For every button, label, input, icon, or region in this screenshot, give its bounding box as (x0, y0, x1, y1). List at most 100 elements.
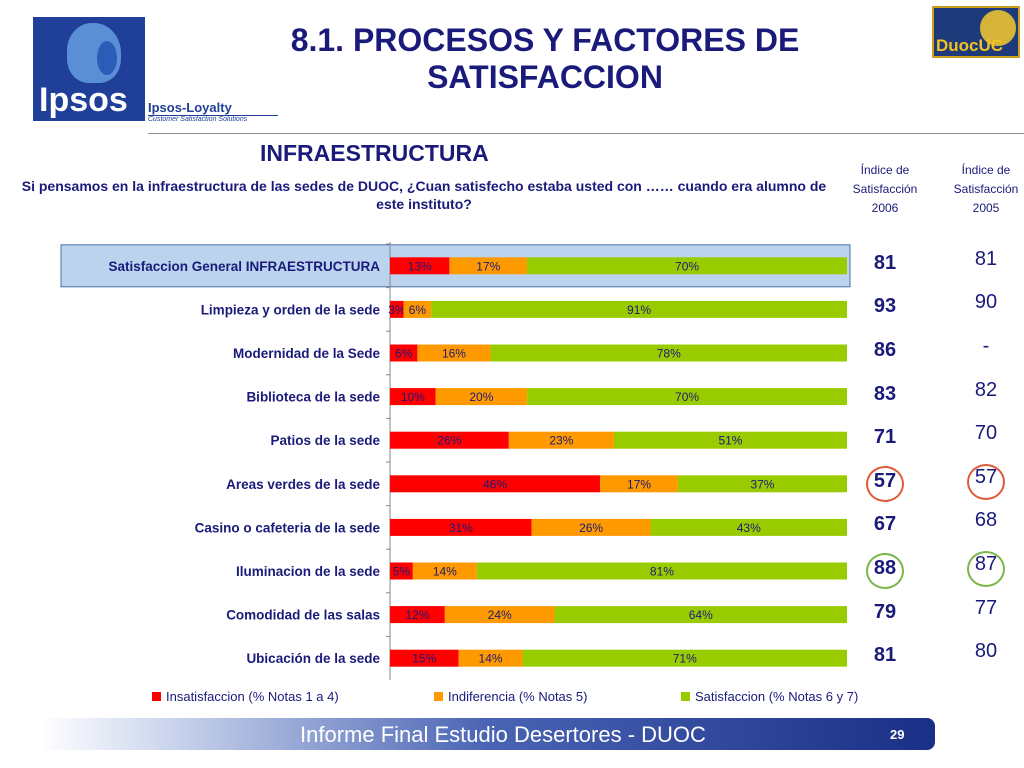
bar-segment-indiferencia (417, 344, 491, 362)
bar-segment-satisfaccion (677, 475, 847, 493)
bar-segment-insatisfaccion (390, 388, 436, 406)
bar-segment-insatisfaccion (390, 518, 532, 536)
highlight-circle (967, 551, 1005, 587)
page-number: 29 (890, 727, 905, 742)
section-subtitle: INFRAESTRUCTURA (260, 140, 489, 166)
bar-segment-insatisfaccion (390, 431, 509, 449)
data-label: 70% (675, 390, 699, 404)
bar-segment-insatisfaccion (390, 606, 445, 624)
bar-segment-indiferencia (444, 606, 555, 624)
survey-question: Si pensamos en la infraestructura de las… (21, 178, 827, 212)
data-label: 12% (405, 608, 429, 622)
highlight-circle (866, 553, 904, 589)
legend-swatch-indiferencia (434, 692, 443, 701)
bar-segment-satisfaccion (431, 300, 847, 318)
category-label: Iluminacion de la sede (236, 564, 381, 579)
ipsos-logo: Ipsos (33, 17, 145, 121)
slide-title: 8.1. PROCESOS Y FACTORES DE SATISFACCION (290, 22, 800, 95)
header-divider (148, 133, 1024, 134)
data-label: 64% (689, 608, 713, 622)
bar-segment-indiferencia (412, 562, 477, 580)
category-label: Limpieza y orden de la sede (201, 302, 381, 317)
data-label: 3% (388, 303, 406, 317)
index-2006-value: 81 (873, 251, 897, 274)
data-label: 13% (408, 259, 432, 273)
category-label: Ubicación de la sede (246, 651, 380, 666)
index-header-2005-line1: Índice de (961, 163, 1011, 177)
index-2006-value: 86 (873, 339, 897, 361)
index-2006-value: 71 (873, 426, 897, 449)
data-label: 6% (409, 303, 427, 317)
legend-item-indiferencia: Indiferencia (% Notas 5) (434, 689, 587, 704)
data-label: 81% (650, 565, 674, 579)
bar-segment-insatisfaccion (390, 475, 601, 493)
data-label: 70% (675, 259, 699, 273)
bar-segment-indiferencia (403, 300, 432, 318)
bar-segment-indiferencia (435, 388, 528, 406)
index-2005-value: - (982, 335, 990, 357)
ipsos-loyalty-text: Ipsos-Loyalty (148, 100, 232, 115)
category-label: Comodidad de las salas (226, 608, 380, 623)
bar-segment-indiferencia (458, 649, 523, 667)
legend-item-insatisfaccion: Insatisfaccion (% Notas 1 a 4) (152, 689, 339, 704)
category-label: Areas verdes de la sede (226, 477, 380, 492)
data-label: 26% (579, 521, 603, 535)
ipsos-logo-text: Ipsos (39, 81, 128, 119)
ipsos-loyalty-logo: Ipsos-Loyalty Customer Satisfaction Solu… (148, 101, 278, 124)
bar-segment-satisfaccion (650, 518, 847, 536)
data-label: 15% (412, 652, 436, 666)
legend-item-satisfaccion: Satisfaccion (% Notas 6 y 7) (681, 689, 858, 704)
bar-segment-indiferencia (449, 257, 528, 275)
bar-segment-satisfaccion (476, 562, 847, 580)
bar-segment-indiferencia (600, 475, 678, 493)
bar-segment-insatisfaccion (390, 300, 404, 318)
index-header-2005-year: 2005 (972, 201, 1000, 215)
legend-label-satisfaccion: Satisfaccion (% Notas 6 y 7) (695, 689, 859, 704)
index-2006-value: 67 (873, 513, 897, 536)
footer-text: Informe Final Estudio Desertores - DUOC (300, 722, 706, 747)
index-2005-value: 77 (974, 596, 998, 619)
index-2005-value: 68 (974, 509, 998, 532)
data-label: 78% (657, 347, 681, 361)
index-2005-value: 80 (974, 640, 998, 663)
bar-segment-insatisfaccion (390, 562, 413, 580)
data-label: 51% (718, 434, 742, 448)
data-label: 14% (479, 652, 503, 666)
index-header-2006-year: 2006 (871, 201, 899, 215)
data-label: 31% (449, 521, 473, 535)
index-2006-value: 93 (873, 295, 897, 318)
category-label: Satisfaccion General INFRAESTRUCTURA (108, 259, 380, 274)
bar-segment-satisfaccion (527, 257, 847, 275)
highlight-circle (866, 465, 904, 502)
category-label: Modernidad de la Sede (233, 346, 381, 361)
ipsos-loyalty-tagline: Customer Satisfaction Solutions (148, 115, 278, 124)
index-2005-value: 70 (974, 422, 998, 445)
data-label: 43% (737, 521, 761, 535)
legend-swatch-satisfaccion (681, 692, 690, 701)
bar-segment-satisfaccion (522, 649, 847, 667)
data-label: 17% (476, 259, 500, 273)
data-label: 71% (673, 652, 697, 666)
bar-segment-indiferencia (531, 518, 651, 536)
legend-label-insatisfaccion: Insatisfaccion (% Notas 1 a 4) (166, 689, 339, 704)
data-label: 16% (442, 347, 466, 361)
data-label: 91% (627, 303, 651, 317)
data-label: 6% (395, 347, 413, 361)
highlight-circle (967, 463, 1005, 500)
category-label: Biblioteca de la sede (246, 390, 380, 405)
index-2006-value: 81 (873, 644, 897, 667)
bar-segment-insatisfaccion (390, 257, 450, 275)
data-label: 14% (433, 565, 457, 579)
index-header-2005-line2: Satisfacción (953, 182, 1019, 196)
bar-segment-satisfaccion (527, 388, 847, 406)
category-label: Casino o cafeteria de la sede (195, 520, 381, 535)
footer-bar (40, 718, 935, 750)
bar-segment-insatisfaccion (390, 344, 418, 362)
data-label: 10% (401, 390, 425, 404)
data-label: 37% (750, 477, 774, 491)
index-header-2006-line2: Satisfacción (852, 182, 918, 196)
data-label: 24% (488, 608, 512, 622)
index-2005-value: 82 (974, 378, 998, 401)
duoc-seal-icon (978, 8, 1018, 48)
